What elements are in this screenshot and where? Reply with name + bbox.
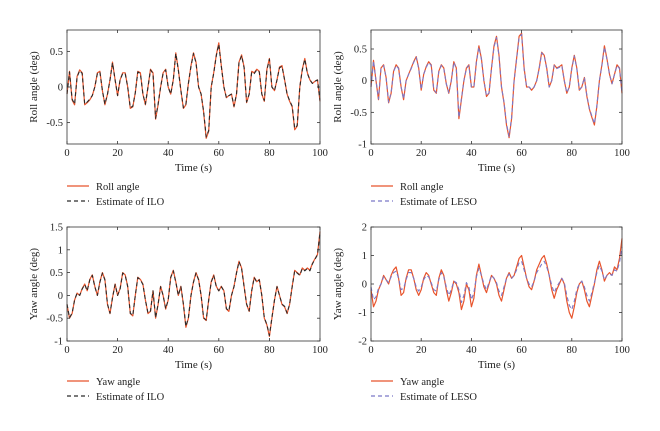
panel-2-xlabel: Time (s) bbox=[478, 162, 516, 174]
panel-4-legend-label-1: Yaw angle bbox=[400, 377, 444, 388]
panel-3-xlabel: Time (s) bbox=[175, 359, 213, 371]
panel-1-series-1-line bbox=[66, 42, 321, 139]
panel-3-axes-frame bbox=[66, 226, 321, 342]
panel-1-xtick-label-60: 60 bbox=[214, 148, 225, 159]
panel-4-ylabel: Yaw angle (deg) bbox=[332, 248, 344, 321]
panel-2-xtick-label-80: 80 bbox=[567, 148, 578, 159]
panel-4-ytick-label-0: 0 bbox=[362, 280, 367, 291]
panel-4-xtick-label-80: 80 bbox=[567, 345, 578, 356]
panel-2-ytick-label--0.5: -0.5 bbox=[350, 108, 367, 119]
panel-3-ytick-label-1.5: 1.5 bbox=[50, 223, 63, 234]
panel-4-xtick-label-20: 20 bbox=[416, 345, 427, 356]
panel-3-xtick-label-60: 60 bbox=[214, 345, 225, 356]
panel-3-ytick-label--1: -1 bbox=[54, 337, 63, 348]
panel-1-xlabel: Time (s) bbox=[175, 162, 213, 174]
panel-3-series-2-line bbox=[66, 232, 321, 337]
panel-2-ytick-label-0.5: 0.5 bbox=[354, 45, 367, 56]
panel-2-xtick-label-20: 20 bbox=[416, 148, 427, 159]
panel-1-ytick-label--0.5: -0.5 bbox=[46, 118, 63, 129]
panel-4-ytick-label-1: 1 bbox=[362, 251, 367, 262]
panel-2-xtick-label-100: 100 bbox=[614, 148, 630, 159]
panel-4-series-2-line bbox=[370, 246, 623, 311]
panel-1-xtick-label-100: 100 bbox=[312, 148, 328, 159]
panel-4-ytick-label-2: 2 bbox=[362, 223, 367, 234]
panel-1-legend-label-2: Estimate of ILO bbox=[96, 197, 165, 208]
panel-3-ylabel: Yaw angle (deg) bbox=[28, 248, 40, 321]
panel-4-xtick-label-0: 0 bbox=[368, 345, 373, 356]
panel-2-ylabel: Roll angle (deg) bbox=[332, 51, 344, 123]
panel-1-xtick-label-20: 20 bbox=[112, 148, 123, 159]
panel-4-xtick-label-60: 60 bbox=[516, 345, 527, 356]
panel-4-ytick-label--1: -1 bbox=[358, 308, 367, 319]
panel-1-xtick-label-0: 0 bbox=[64, 148, 69, 159]
panel-1-ytick-label-0: 0 bbox=[58, 83, 63, 94]
panel-3-ytick-label-0: 0 bbox=[58, 291, 63, 302]
panel-2-series-1-line bbox=[370, 32, 623, 139]
panel-3-xtick-label-40: 40 bbox=[163, 345, 174, 356]
panel-3-legend-label-1: Yaw angle bbox=[96, 377, 140, 388]
panel-2-ytick-label-0: 0 bbox=[362, 76, 367, 87]
panel-2-legend-label-2: Estimate of LESO bbox=[400, 197, 477, 208]
panel-3-xtick-label-80: 80 bbox=[264, 345, 275, 356]
panel-3-ytick-label-0.5: 0.5 bbox=[50, 268, 63, 279]
panel-4-xtick-label-40: 40 bbox=[466, 345, 477, 356]
panel-1-xtick-label-40: 40 bbox=[163, 148, 174, 159]
panel-2-legend-label-1: Roll angle bbox=[400, 182, 444, 193]
panel-2-xtick-label-40: 40 bbox=[466, 148, 477, 159]
panel-1-ytick-label-0.5: 0.5 bbox=[50, 47, 63, 58]
panel-3-xtick-label-100: 100 bbox=[312, 345, 328, 356]
panel-3-ytick-label-1: 1 bbox=[58, 245, 63, 256]
panel-1-xtick-label-80: 80 bbox=[264, 148, 275, 159]
panel-3-ytick-label--0.5: -0.5 bbox=[46, 314, 63, 325]
panel-2-xtick-label-0: 0 bbox=[368, 148, 373, 159]
panel-2-xtick-label-60: 60 bbox=[516, 148, 527, 159]
panel-4-xlabel: Time (s) bbox=[478, 359, 516, 371]
panel-3-legend-label-2: Estimate of ILO bbox=[96, 392, 165, 403]
panel-2-axes-frame bbox=[370, 29, 623, 145]
panel-4-legend-label-2: Estimate of LESO bbox=[400, 392, 477, 403]
panel-4-xtick-label-100: 100 bbox=[614, 345, 630, 356]
panel-3-xtick-label-20: 20 bbox=[112, 345, 123, 356]
panel-1-series-2-line bbox=[66, 43, 321, 138]
panel-2-ytick-label--1: -1 bbox=[358, 140, 367, 151]
panel-1-axes-frame bbox=[66, 29, 321, 145]
panel-4-series-1-line bbox=[370, 238, 623, 319]
panel-4-ytick-label--2: -2 bbox=[358, 337, 367, 348]
panel-3-xtick-label-0: 0 bbox=[64, 345, 69, 356]
panel-2-series-2-line bbox=[370, 33, 623, 137]
panel-1-ylabel: Roll angle (deg) bbox=[28, 51, 40, 123]
panel-1-legend-label-1: Roll angle bbox=[96, 182, 140, 193]
